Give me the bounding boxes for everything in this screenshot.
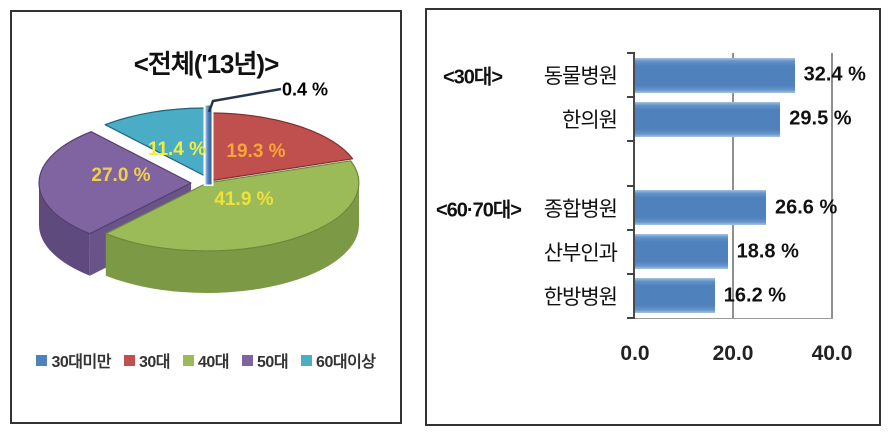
- bar-한의원: [635, 101, 781, 137]
- bar-value-label: 16.2 %: [723, 284, 787, 307]
- pie-chart-title: <전체('13년)>: [133, 49, 280, 79]
- pie-slice-60s: [104, 107, 206, 177]
- group-label-30s: <30대>: [443, 66, 503, 89]
- bar-산부인과: [635, 234, 728, 270]
- bar-종합병원: [635, 190, 766, 226]
- x-axis-tick-40: 40.0: [811, 342, 853, 365]
- bar-value-label: 18.8 %: [736, 240, 799, 263]
- group-label-60-70s: <60·70대>: [436, 199, 522, 222]
- bar-value-label: 26.6 %: [775, 196, 838, 219]
- axis-tick: [627, 228, 635, 231]
- legend-swatch-60s: [301, 354, 313, 366]
- callout-line-under30: [207, 87, 282, 113]
- axis-tick: [627, 317, 635, 319]
- axis-tick: [627, 96, 635, 99]
- category-label: 종합병원: [543, 197, 618, 221]
- bar-value-label: 29.5 %: [789, 107, 852, 130]
- legend-label: 30대미만: [51, 354, 111, 371]
- pie-value-label-30s: 19.3 %: [226, 141, 286, 162]
- pie-3d-graphic: [38, 87, 360, 293]
- pie-slice-50s-side-wall: [39, 183, 90, 276]
- bar-한방병원: [635, 278, 715, 314]
- axis-tick: [627, 184, 635, 187]
- category-label: 산부인과: [543, 241, 618, 265]
- gridline-40: [831, 53, 833, 318]
- bar-value-label: 32.4 %: [803, 63, 866, 86]
- pie-legend: 30대미만 30대 40대 50대 60대이상: [12, 348, 400, 372]
- legend-item-50s: 50대: [242, 348, 289, 372]
- pie-slice-40s: [105, 160, 360, 252]
- legend-swatch-30s: [123, 354, 135, 366]
- legend-label: 40대: [197, 354, 230, 371]
- legend-item-under30: 30대미만: [36, 348, 111, 372]
- pie-slice-40s-side-wall: [105, 183, 359, 293]
- pie-value-label-40s: 41.9 %: [214, 189, 274, 210]
- legend-label: 50대: [257, 354, 289, 371]
- pie-chart-panel: <전체('13년)> 0.4 % 19.3 % 41.9 % 27.0 % 11…: [10, 10, 402, 424]
- legend-label: 60대이상: [316, 354, 376, 371]
- gridline-20: [732, 53, 734, 318]
- pie-value-label-60s: 11.4 %: [147, 139, 207, 160]
- legend-label: 30대: [138, 354, 171, 371]
- legend-swatch-under30: [36, 354, 48, 366]
- category-label: 한의원: [562, 109, 618, 133]
- pie-slice-50s: [38, 131, 192, 235]
- x-axis-tick-20: 20.0: [712, 342, 754, 365]
- legend-swatch-40s: [182, 354, 194, 366]
- pie-slice-30s: [208, 112, 354, 182]
- axis-tick: [627, 140, 635, 143]
- legend-swatch-50s: [242, 354, 254, 366]
- legend-item-30s: 30대: [123, 348, 171, 372]
- pie-value-label-under30: 0.4 %: [281, 79, 329, 100]
- legend-item-60s: 60대이상: [301, 348, 376, 372]
- pie-slice-under30: [205, 105, 212, 185]
- category-label: 동물병원: [543, 65, 618, 89]
- axis-tick: [627, 272, 635, 275]
- legend-item-40s: 40대: [182, 348, 230, 372]
- category-label: 한방병원: [543, 285, 618, 309]
- value-axis-line: [635, 318, 833, 319]
- bar-동물병원: [635, 57, 795, 93]
- pie-value-label-50s: 27.0 %: [91, 165, 151, 186]
- axis-tick: [627, 52, 635, 54]
- x-axis-tick-0: 0.0: [620, 342, 650, 365]
